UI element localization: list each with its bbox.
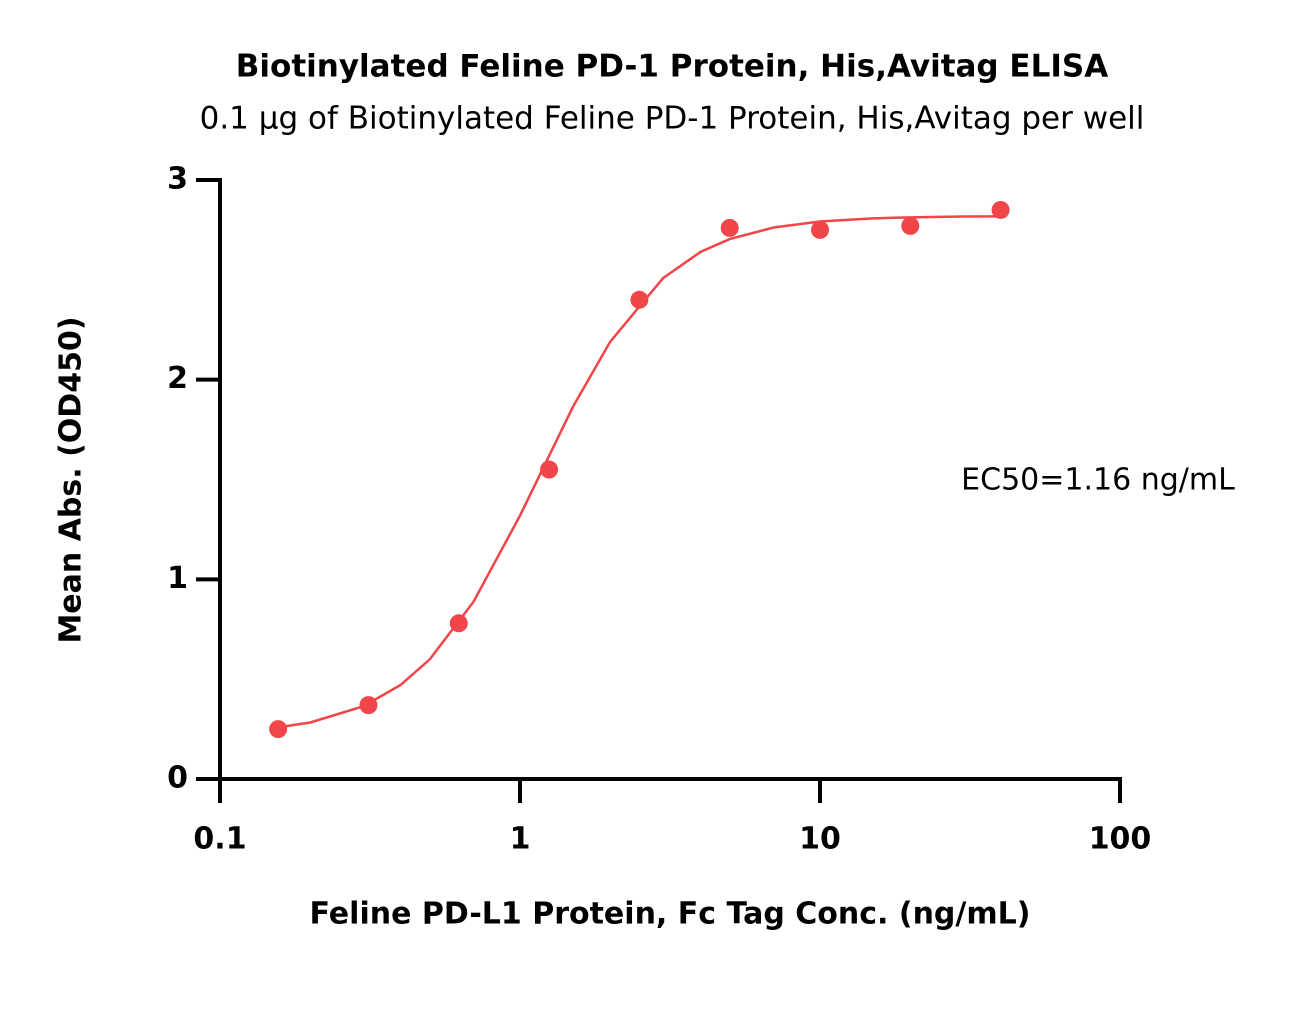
data-point	[811, 220, 829, 239]
y-tick-label: 2	[167, 361, 188, 396]
data-point	[269, 720, 288, 739]
ec50-annotation: EC50=1.16 ng/mL	[961, 463, 1235, 498]
x-tick-label: 0.1	[193, 822, 246, 857]
data-point	[901, 216, 920, 235]
y-tick-label: 3	[167, 162, 188, 197]
chart-subtitle: 0.1 μg of Biotinylated Feline PD-1 Prote…	[200, 101, 1145, 137]
y-axis-label: Mean Abs. (OD450)	[54, 316, 89, 643]
data-point	[991, 200, 1010, 219]
y-tick-label: 0	[167, 761, 188, 796]
x-tick-label: 10	[799, 822, 841, 857]
x-axis-label: Feline PD-L1 Protein, Fc Tag Conc. (ng/m…	[310, 897, 1031, 932]
x-tick-label: 100	[1089, 822, 1152, 857]
data-point	[720, 218, 739, 237]
data-point	[630, 290, 649, 309]
x-tick-label: 1	[510, 822, 531, 857]
fit-curve	[272, 215, 1001, 730]
y-tick-label: 1	[167, 561, 188, 596]
chart-title: Biotinylated Feline PD-1 Protein, His,Av…	[236, 49, 1108, 85]
